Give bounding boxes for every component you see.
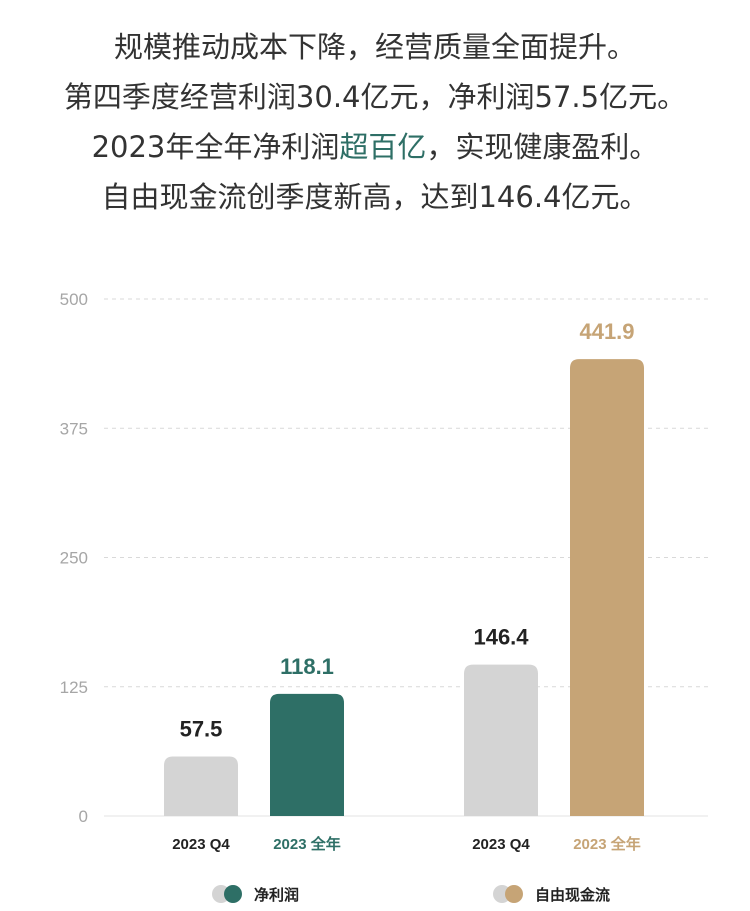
headline-highlight: 超百亿 [339,130,427,164]
headline-line-2: 第四季度经营利润30.4亿元，净利润57.5亿元。 [63,80,687,114]
y-tick-label: 250 [60,549,88,568]
y-tick-label: 375 [60,419,88,438]
legend-label: 自由现金流 [535,885,611,904]
bar-value-label: 441.9 [579,319,634,344]
legend-label: 净利润 [254,885,300,904]
bar-value-label: 146.4 [473,625,529,650]
headline-line-3: 2023年全年净利润超百亿，实现健康盈利。 [0,122,750,172]
legend-swatch [493,884,527,904]
legend-item-free-cash-flow: 自由现金流 [493,881,610,907]
bar [270,693,344,816]
y-tick-label: 0 [79,807,88,826]
bar-value-label: 57.5 [180,717,223,742]
x-category-label: 2023 Q4 [172,836,230,853]
y-tick-label: 500 [60,290,88,309]
headline: 规模推动成本下降，经营质量全面提升。 第四季度经营利润30.4亿元，净利润57.… [0,22,750,222]
headline-line-3-suffix: ，实现健康盈利。 [426,130,659,164]
headline-line-4: 自由现金流创季度新高，达到146.4亿元。 [101,180,649,214]
bar [464,664,538,816]
headline-line-1: 规模推动成本下降，经营质量全面提升。 [113,30,636,64]
x-category-label: 2023 全年 [273,835,341,853]
bar-value-label: 118.1 [280,654,334,679]
x-category-label: 2023 全年 [573,835,641,853]
y-tick-label: 125 [60,678,88,697]
bar [570,359,644,816]
legend-item-net-profit: 净利润 [212,881,299,907]
x-category-label: 2023 Q4 [472,836,530,853]
bar [164,756,238,816]
legend-dot-color [224,885,242,903]
legend-dot-color [505,885,523,903]
headline-line-3-prefix: 2023年全年净利润 [91,130,340,164]
legend-swatch [212,884,246,904]
